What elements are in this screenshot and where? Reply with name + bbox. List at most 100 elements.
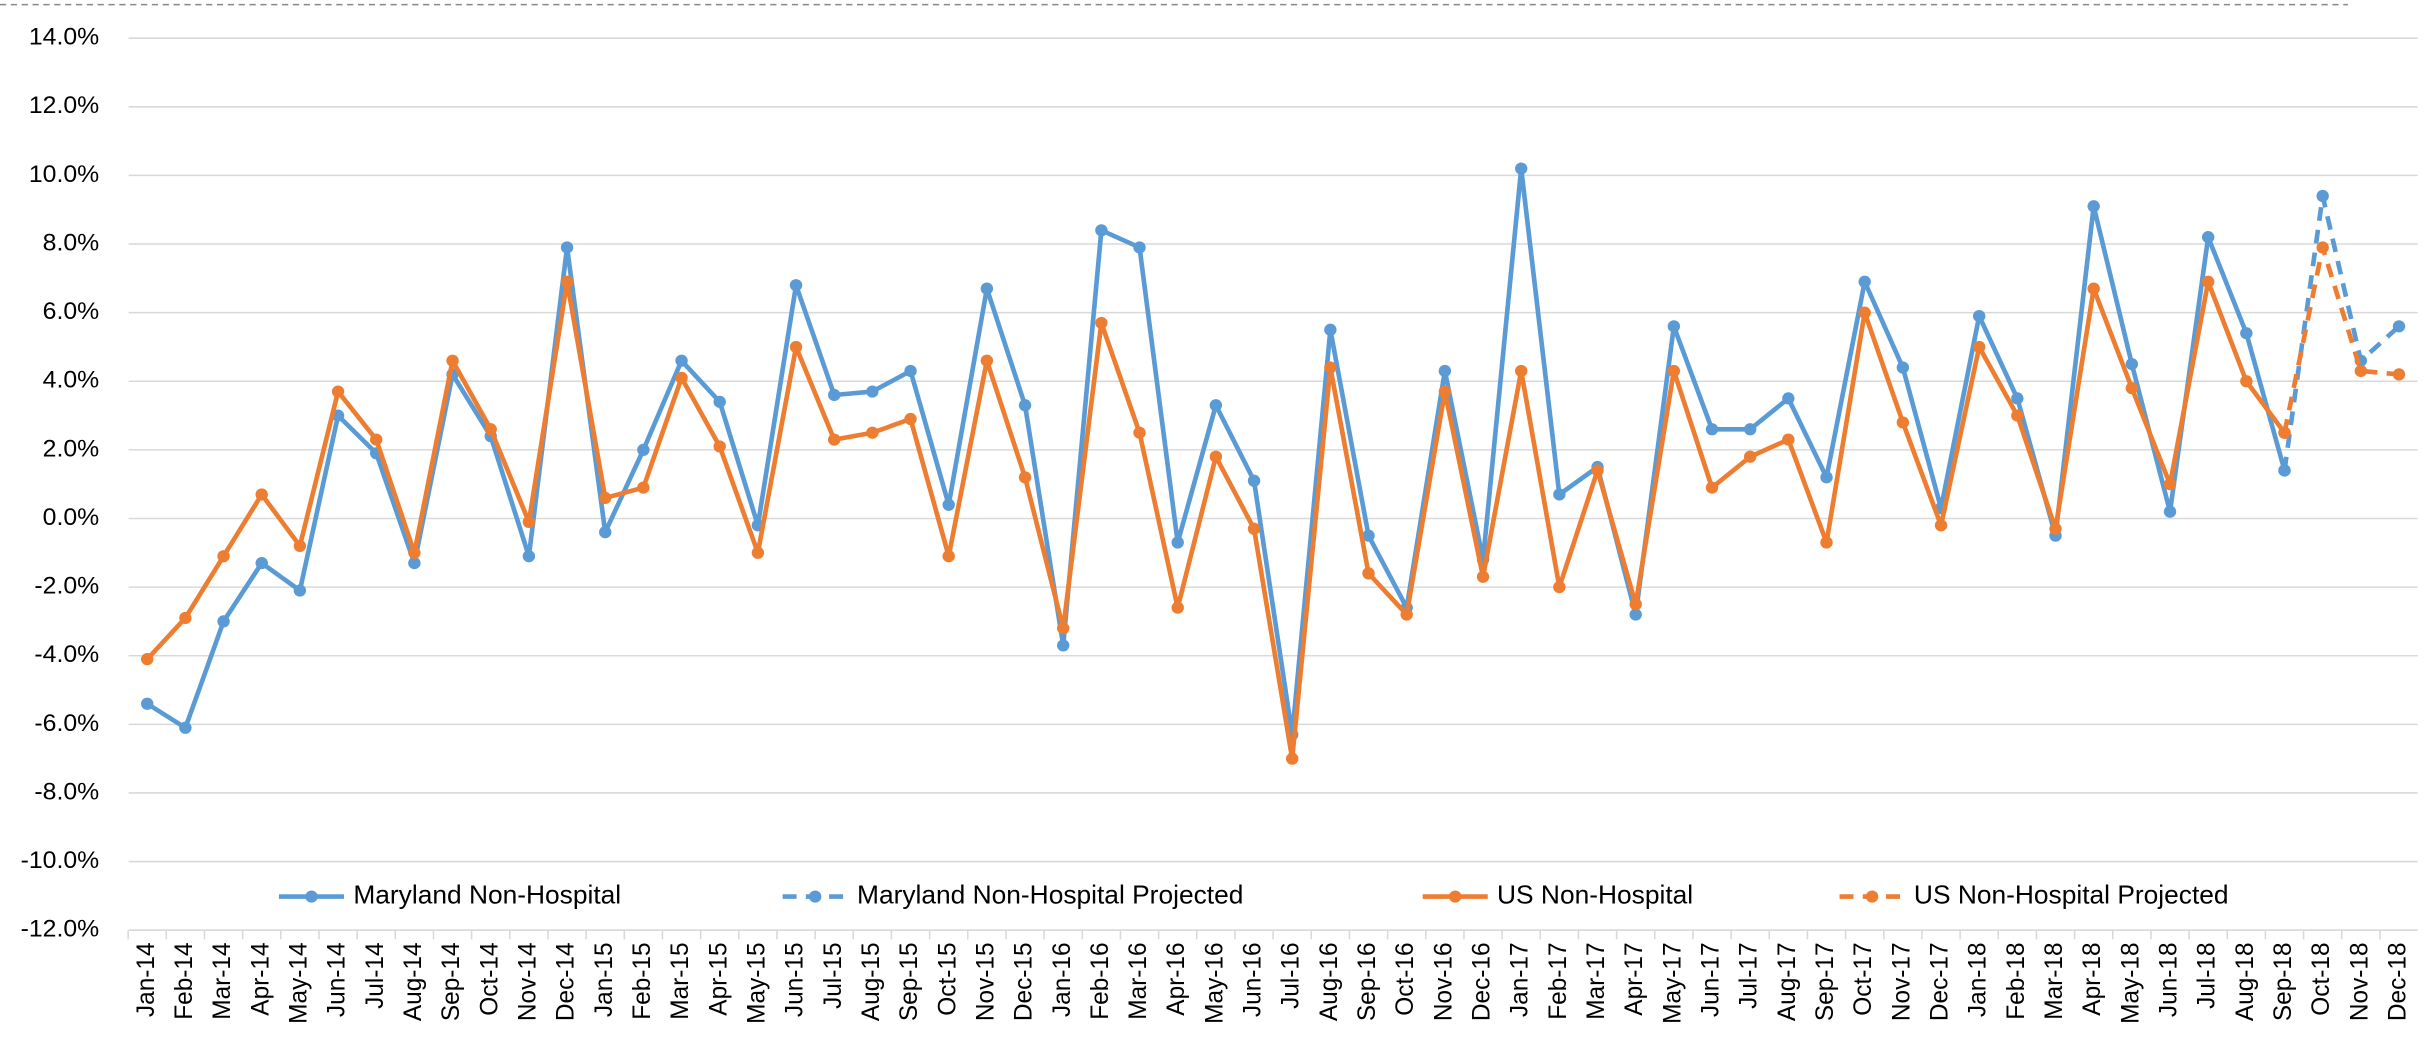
x-tick-label: Sep-15 xyxy=(896,942,923,1021)
data-point xyxy=(789,279,803,292)
x-tick-label: May-15 xyxy=(743,942,770,1023)
y-tick-label: 10.0% xyxy=(29,161,99,188)
x-tick-label: Apr-16 xyxy=(1163,942,1190,1015)
data-point xyxy=(1705,423,1719,436)
data-point xyxy=(1209,399,1223,412)
x-tick-label: Dec-14 xyxy=(552,942,579,1021)
data-point xyxy=(1324,323,1337,336)
data-point xyxy=(2278,464,2291,477)
series-line xyxy=(145,279,2287,761)
legend-item: Maryland Non-Hospital xyxy=(278,880,621,909)
data-point xyxy=(1820,536,1833,549)
x-tick-label: Jul-14 xyxy=(362,942,389,1009)
data-point xyxy=(331,385,345,398)
data-point xyxy=(408,546,421,559)
data-point xyxy=(293,584,307,597)
data-point xyxy=(179,611,192,625)
data-point xyxy=(751,546,765,559)
data-point xyxy=(1133,426,1146,439)
data-point xyxy=(2087,200,2100,213)
x-tick-label: Jun-16 xyxy=(1239,942,1266,1017)
data-point xyxy=(2163,478,2177,491)
x-tick-label: Dec-16 xyxy=(1468,942,1495,1021)
x-tick-label: Aug-18 xyxy=(2232,942,2259,1021)
x-tick-label: Aug-17 xyxy=(1774,942,1801,1021)
data-point xyxy=(1247,474,1261,487)
data-point xyxy=(713,395,726,408)
data-point xyxy=(1743,423,1757,436)
x-tick-label: Sep-16 xyxy=(1354,942,1381,1021)
x-tick-label: Sep-14 xyxy=(438,942,465,1021)
data-point xyxy=(1324,361,1337,374)
data-point xyxy=(1018,399,1032,412)
data-point xyxy=(1858,306,1871,319)
data-point xyxy=(217,550,230,563)
data-point xyxy=(2240,327,2253,340)
data-point xyxy=(599,526,612,539)
legend: Maryland Non-Hospital Maryland Non-Hospit… xyxy=(278,880,2229,910)
data-point xyxy=(1553,488,1566,501)
data-point xyxy=(179,721,192,734)
x-tick-label: Nov-14 xyxy=(514,942,541,1021)
data-point xyxy=(1133,241,1146,254)
data-point xyxy=(1705,481,1719,494)
data-point xyxy=(1209,450,1223,463)
x-tick-label: Mar-18 xyxy=(2041,942,2068,1019)
data-point xyxy=(1782,433,1795,446)
data-point xyxy=(1171,536,1184,549)
x-tick-label: Oct-14 xyxy=(476,942,503,1015)
x-tick-label: Jun-18 xyxy=(2155,942,2182,1017)
data-point xyxy=(2125,357,2139,371)
x-tick-label: Feb-15 xyxy=(629,942,656,1019)
y-tick-label: -8.0% xyxy=(34,779,99,806)
x-tick-label: Nov-15 xyxy=(972,942,999,1021)
data-point xyxy=(2011,409,2024,422)
x-tick-label: May-17 xyxy=(1659,942,1686,1023)
data-point xyxy=(522,515,536,529)
x-tick-label: Feb-18 xyxy=(2003,942,2030,1019)
x-tick-label: Dec-18 xyxy=(2384,942,2411,1021)
data-point xyxy=(293,539,307,553)
data-point xyxy=(1743,450,1757,463)
data-point xyxy=(1896,416,1910,429)
data-point xyxy=(2316,189,2329,203)
data-point xyxy=(942,550,955,563)
data-point xyxy=(2049,522,2062,535)
series-line xyxy=(2282,193,2401,471)
x-tick-label: Jul-15 xyxy=(820,942,847,1009)
x-tick-label: Jun-15 xyxy=(781,942,808,1017)
data-point xyxy=(1362,529,1375,542)
x-tick-label: Oct-18 xyxy=(2308,942,2335,1015)
data-point xyxy=(980,354,994,367)
data-point xyxy=(1476,570,1490,583)
y-tick-label: -6.0% xyxy=(34,710,99,737)
data-point xyxy=(141,697,154,710)
data-point xyxy=(1667,364,1681,378)
legend-item: US Non-Hospital Projected xyxy=(1839,880,2229,909)
data-point xyxy=(1553,580,1566,594)
legend-item: US Non-Hospital xyxy=(1422,880,1693,910)
data-point xyxy=(1171,601,1184,614)
data-point xyxy=(141,653,154,666)
x-tick-label: Feb-16 xyxy=(1087,942,1114,1019)
series-line xyxy=(2282,245,2400,434)
data-point xyxy=(1362,567,1375,580)
legend-marker xyxy=(1449,890,1462,903)
x-tick-label: Oct-16 xyxy=(1392,942,1419,1015)
data-point xyxy=(2163,505,2177,518)
y-tick-label: 6.0% xyxy=(43,298,99,325)
data-point xyxy=(1782,392,1795,405)
data-point xyxy=(1629,608,1642,621)
x-tick-label: Jan-16 xyxy=(1049,942,1076,1017)
x-tick-label: May-18 xyxy=(2117,942,2144,1023)
y-tick-label: 4.0% xyxy=(43,367,99,394)
legend-label: US Non-Hospital xyxy=(1497,880,1693,910)
x-tick-label: Jan-17 xyxy=(1507,942,1534,1017)
x-tick-label: Feb-17 xyxy=(1545,942,1572,1019)
data-point xyxy=(904,412,917,426)
x-tick-label: Aug-15 xyxy=(858,942,885,1021)
data-point xyxy=(1095,224,1108,237)
data-point xyxy=(1629,598,1642,611)
data-point xyxy=(1896,361,1910,374)
data-point xyxy=(255,488,268,501)
